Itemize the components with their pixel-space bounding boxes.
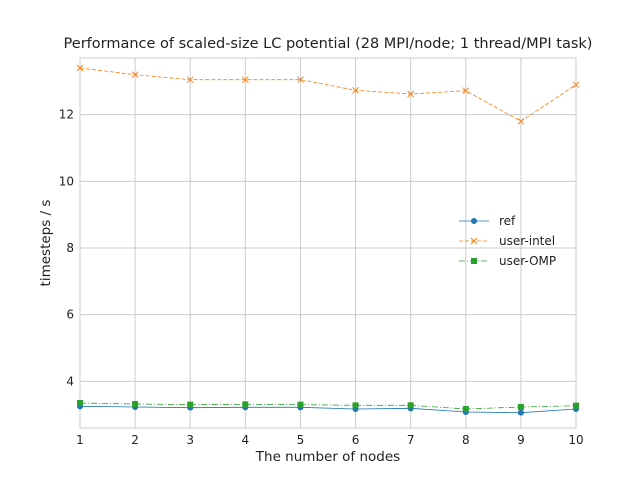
data-point xyxy=(186,76,194,84)
y-tick-label: 10 xyxy=(59,174,74,188)
series-group xyxy=(76,64,580,416)
y-tick-label: 4 xyxy=(66,374,74,388)
data-point xyxy=(297,401,304,408)
chart-title: Performance of scaled-size LC potential … xyxy=(64,36,593,52)
data-point xyxy=(517,404,524,410)
x-tick-label: 10 xyxy=(568,433,583,447)
data-point xyxy=(132,401,139,407)
data-point xyxy=(77,400,83,406)
series-user-intel xyxy=(76,64,580,125)
x-axis-ticks: 1 2 3 4 5 6 7 8 9 10 xyxy=(76,433,583,447)
x-tick-label: 6 xyxy=(352,433,360,447)
legend: ref user-intel user-OMP xyxy=(459,214,556,268)
data-point xyxy=(131,71,139,79)
data-point xyxy=(407,402,414,409)
series-line xyxy=(79,402,577,410)
data-point xyxy=(187,401,194,408)
x-tick-label: 4 xyxy=(242,433,250,447)
x-tick-label: 5 xyxy=(297,433,305,447)
data-point xyxy=(241,76,249,84)
legend-marker xyxy=(470,237,478,245)
data-point xyxy=(352,402,359,409)
series-ref xyxy=(77,403,579,416)
series-user-OMP xyxy=(77,400,579,412)
plot-frame xyxy=(79,57,577,429)
legend-label: user-intel xyxy=(499,234,555,248)
data-point xyxy=(572,81,580,89)
data-point xyxy=(76,64,84,72)
data-point xyxy=(517,409,524,416)
data-point xyxy=(462,87,470,95)
x-tick-label: 7 xyxy=(407,433,415,447)
series-line xyxy=(79,67,577,122)
legend-label: user-OMP xyxy=(499,254,556,268)
legend-marker xyxy=(471,218,477,224)
y-axis-label: timesteps / s xyxy=(38,200,54,287)
data-point xyxy=(407,90,415,98)
x-tick-label: 9 xyxy=(517,433,525,447)
x-axis-label: The number of nodes xyxy=(255,449,400,465)
data-point xyxy=(297,76,304,84)
legend-label: ref xyxy=(499,214,516,228)
data-point xyxy=(462,406,469,412)
y-axis-ticks: 4 6 8 10 12 xyxy=(59,108,74,389)
data-point xyxy=(242,401,249,408)
y-tick-label: 12 xyxy=(59,108,74,122)
y-tick-label: 6 xyxy=(66,308,74,322)
x-tick-label: 8 xyxy=(462,433,470,447)
data-point xyxy=(517,117,525,125)
data-point xyxy=(573,402,579,409)
legend-marker xyxy=(471,258,477,264)
x-tick-label: 2 xyxy=(131,433,139,447)
x-tick-label: 1 xyxy=(76,433,84,447)
series-line xyxy=(79,405,577,414)
x-tick-label: 3 xyxy=(186,433,194,447)
grid xyxy=(79,58,577,428)
data-point xyxy=(352,86,359,94)
y-tick-label: 8 xyxy=(66,241,74,255)
